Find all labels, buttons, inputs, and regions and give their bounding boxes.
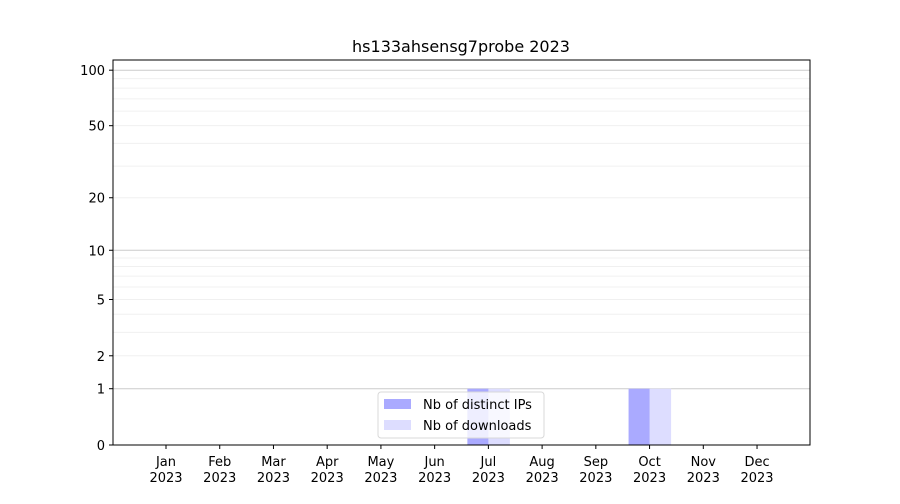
x-tick-label-line: 2023 [687,471,720,486]
x-tick-label-line: Feb [208,455,231,470]
grid [113,69,810,390]
x-tick-label-line: 2023 [472,471,505,486]
legend: Nb of distinct IPs Nb of downloads [377,391,545,439]
legend-label: Nb of downloads [423,419,532,434]
x-tick-label-line: Jan [155,455,176,470]
y-tick-label: 20 [88,192,105,207]
legend-swatch [384,399,411,409]
y-tick-label: 0 [97,439,105,454]
x-tick-label-line: 2023 [418,471,451,486]
axes-frame [112,59,811,446]
x-tick-label: Aug 2023 [526,455,559,486]
x-tick-label-line: 2023 [579,471,612,486]
x-tick-label-line: 2023 [526,471,559,486]
x-tick-label-line: Sep [584,455,609,470]
x-tick-label-line: 2023 [203,471,236,486]
y-tick-label: 5 [97,293,105,308]
y-tick-label: 50 [88,120,105,135]
legend-label: Nb of distinct IPs [423,398,532,413]
x-tick-label: Feb 2023 [203,455,236,486]
x-tick-label: Jan 2023 [149,455,182,486]
x-tick-label: Oct 2023 [633,455,666,486]
x-tick-label-line: 2023 [633,471,666,486]
x-tick-label-line: 2023 [740,471,773,486]
x-tick-label: May 2023 [364,455,397,486]
x-tick-label-line: Jun [423,455,444,470]
x-tick-label: Nov 2023 [687,455,720,486]
x-tick-label-line: Apr [316,455,339,470]
x-tick-label-line: May [367,455,394,470]
x-tick-label: Jul 2023 [472,455,505,486]
x-tick-label-line: 2023 [149,471,182,486]
legend-box [377,391,545,439]
x-tick-label-line: 2023 [257,471,290,486]
x-tick-label-line: Aug [529,455,554,470]
x-tick-label-line: Jul [480,455,497,470]
bar-downloads [649,388,672,445]
x-tick-label: Sep 2023 [579,455,612,486]
x-tick-label-line: Mar [261,455,286,470]
x-tick-label: Mar 2023 [257,455,290,486]
x-tick-label: Apr 2023 [311,455,344,486]
x-tick-label-line: Nov [691,455,717,470]
x-tick-label: Dec 2023 [740,455,773,486]
y-axis: 0 1 2 5 10 20 50 100 [80,64,113,454]
x-tick-label-line: 2023 [364,471,397,486]
y-tick-label: 10 [88,244,105,259]
legend-swatch [384,420,411,430]
chart-title: hs133ahsensg7probe 2023 [352,37,570,56]
bar-distinct-ips [628,388,651,445]
x-tick-label-line: Oct [638,455,660,470]
x-tick-label-line: 2023 [311,471,344,486]
y-tick-label: 2 [97,350,105,365]
x-tick-label-line: Dec [744,455,769,470]
y-tick-label: 1 [97,383,105,398]
x-tick-label: Jun 2023 [418,455,451,486]
y-tick-label: 100 [80,64,105,79]
